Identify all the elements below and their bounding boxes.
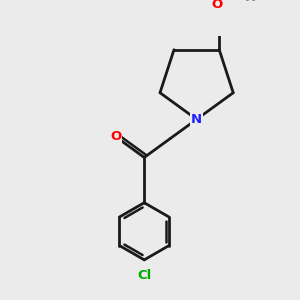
Text: Cl: Cl: [137, 268, 151, 282]
Text: N: N: [191, 113, 202, 126]
Text: N: N: [191, 113, 202, 126]
Text: O: O: [212, 0, 223, 11]
Text: O: O: [110, 130, 121, 142]
Text: H: H: [244, 0, 256, 4]
